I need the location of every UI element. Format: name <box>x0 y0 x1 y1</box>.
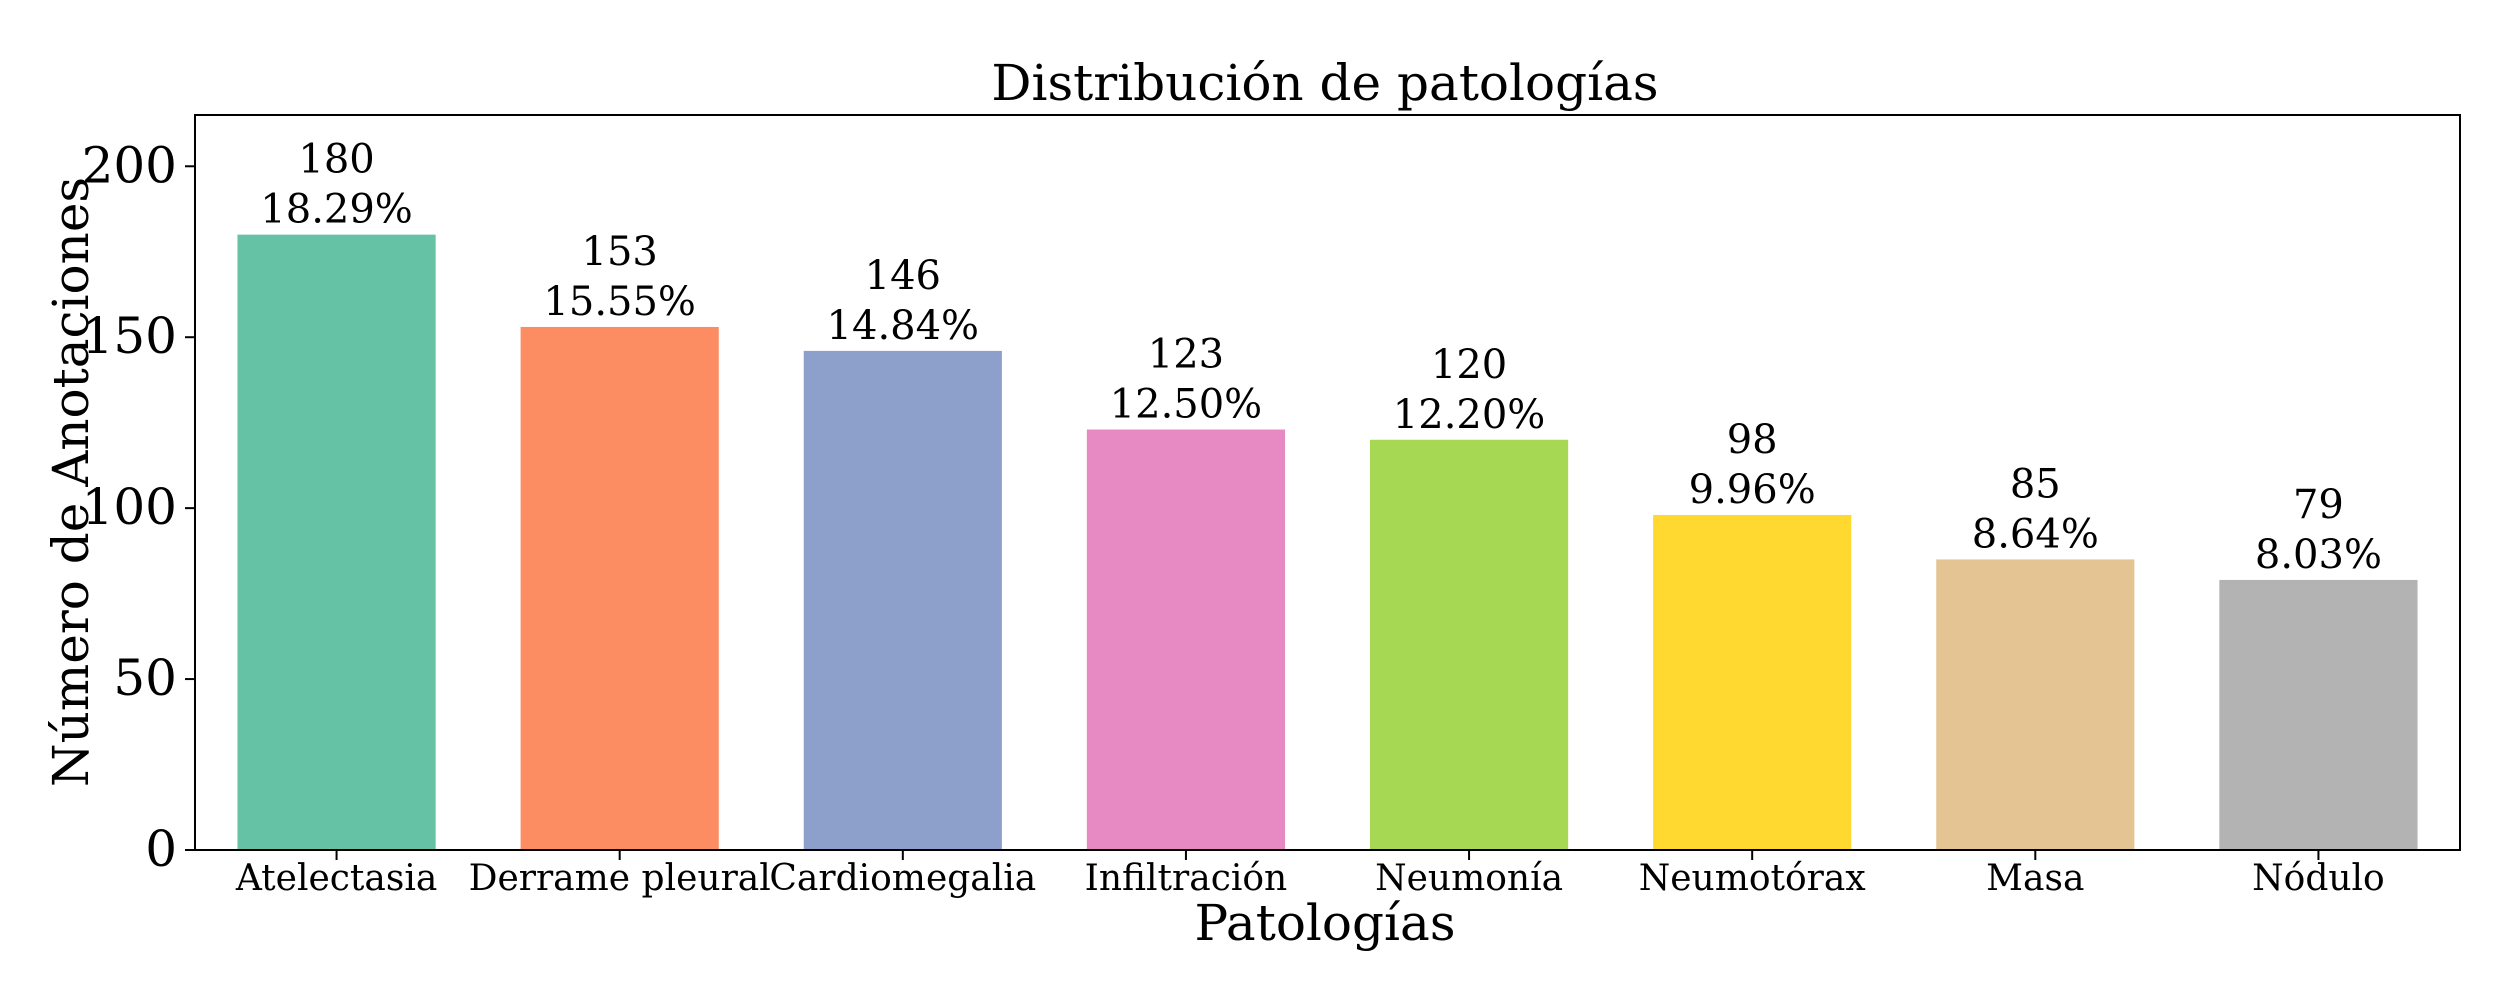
y-axis-label: Número de Anotaciones <box>42 177 100 787</box>
bar-percent-label: 15.55% <box>543 279 696 325</box>
bar-value-label: 120 <box>1431 342 1507 388</box>
x-tick-label: Infiltración <box>1085 858 1288 899</box>
x-tick-label: Neumonía <box>1375 858 1563 899</box>
bar <box>1369 439 1569 850</box>
x-tick-label: Nódulo <box>2252 858 2385 899</box>
bar-value-label: 98 <box>1727 417 1778 463</box>
y-tick-label: 200 <box>82 136 177 194</box>
y-tick-label: 0 <box>145 820 177 878</box>
bar-percent-label: 12.50% <box>1110 382 1263 428</box>
bar-percent-label: 12.20% <box>1393 392 1546 438</box>
chart-title: Distribución de patologías <box>991 54 1658 112</box>
bar-percent-label: 8.64% <box>1972 511 2099 557</box>
bar-percent-label: 18.29% <box>260 187 413 233</box>
bar <box>1653 514 1852 850</box>
x-axis-label: Patologías <box>1195 894 1456 952</box>
x-tick-label: Cardiomegalia <box>769 858 1036 899</box>
y-tick-label: 100 <box>82 478 177 536</box>
bar-value-label: 79 <box>2293 482 2344 528</box>
bar-value-label: 123 <box>1148 332 1224 378</box>
bar <box>803 350 1002 850</box>
plot-frame <box>194 114 2461 851</box>
bar-value-label: 85 <box>2010 461 2061 507</box>
bar <box>520 326 719 850</box>
bar-value-label: 180 <box>298 137 374 183</box>
bar <box>1936 559 2135 850</box>
x-tick-label: Masa <box>1986 858 2084 899</box>
x-tick-label: Atelectasia <box>235 858 438 899</box>
y-tick-label: 50 <box>113 649 177 707</box>
bar <box>1086 429 1286 850</box>
bar <box>237 234 436 850</box>
bar-percent-label: 8.03% <box>2255 532 2382 578</box>
x-tick-label: Neumotórax <box>1639 858 1866 899</box>
bar-percent-label: 14.84% <box>827 303 980 349</box>
bar <box>2219 579 2418 850</box>
bar-value-label: 153 <box>582 229 658 275</box>
bar-value-label: 146 <box>865 253 941 299</box>
y-tick-label: 150 <box>82 307 177 365</box>
bar-percent-label: 9.96% <box>1689 467 1816 513</box>
x-tick-label: Derrame pleural <box>469 858 771 899</box>
